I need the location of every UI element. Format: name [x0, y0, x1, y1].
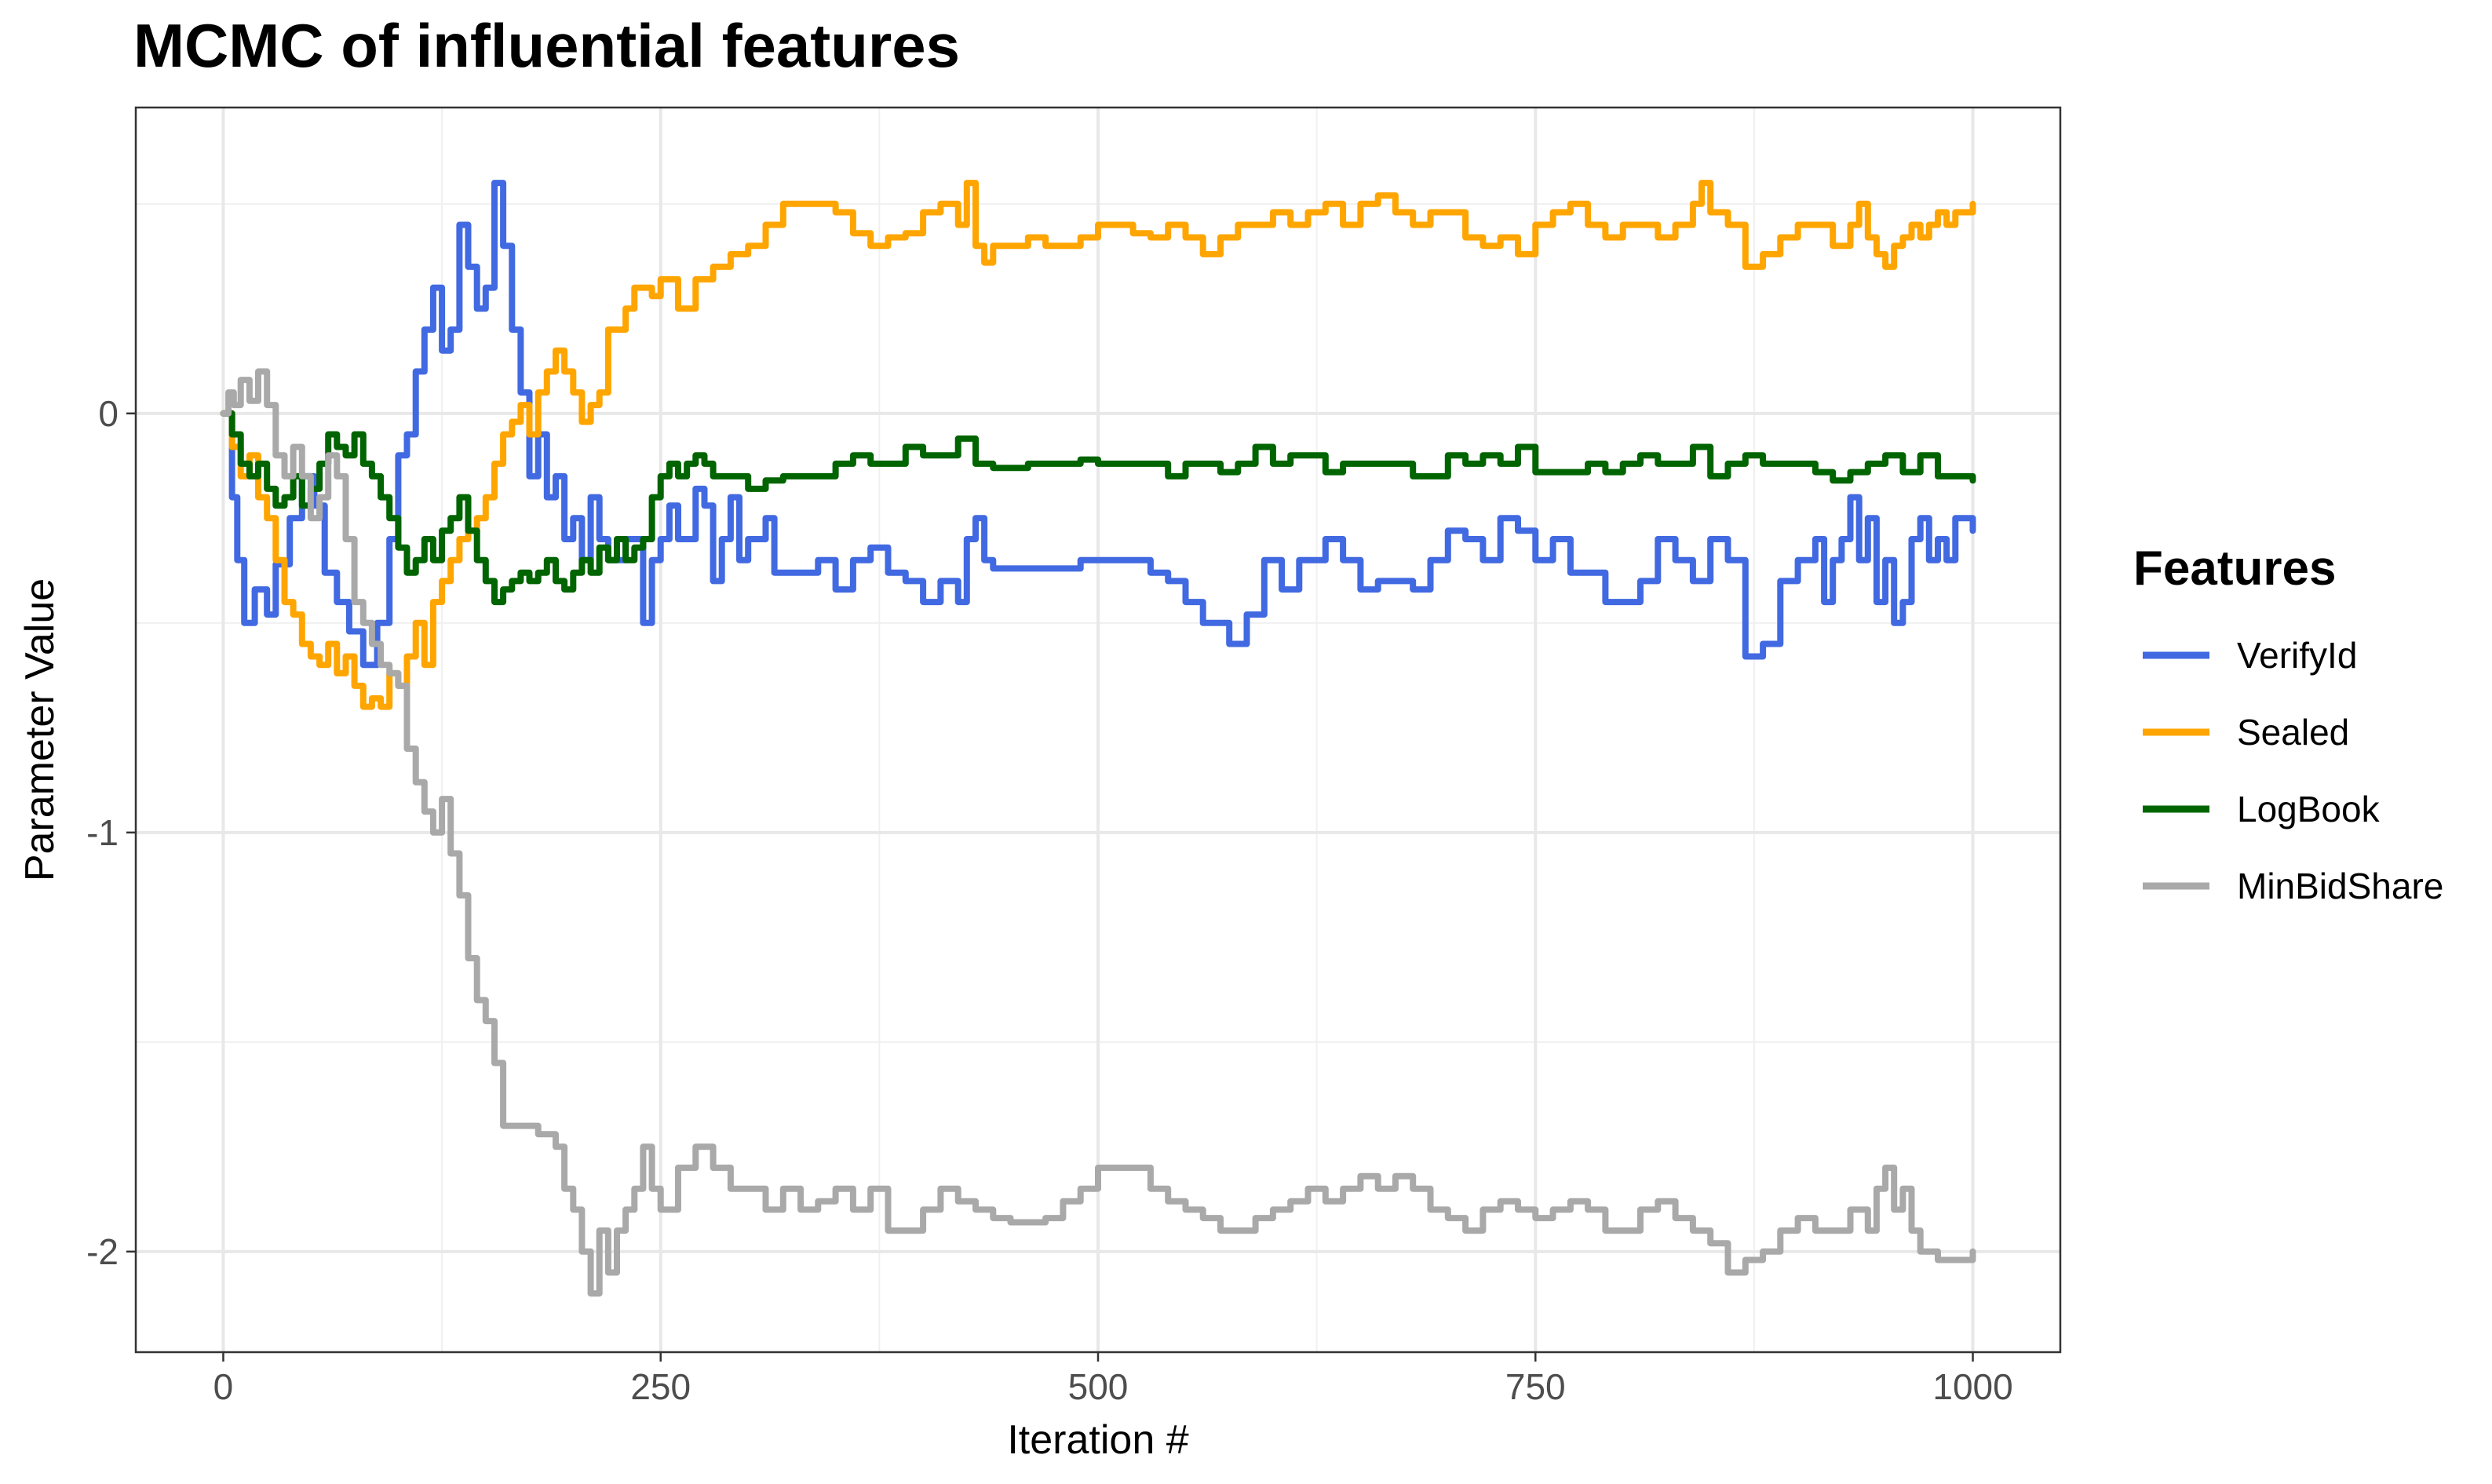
y-tick-label: 0 [98, 393, 119, 434]
x-tick-label: 0 [213, 1366, 234, 1407]
legend-label-logbook: LogBook [2237, 789, 2381, 830]
x-tick-label: 750 [1505, 1366, 1566, 1407]
series-line-verifyid [220, 180, 1976, 669]
legend-title: Features [2133, 541, 2336, 596]
x-tick-label: 250 [630, 1366, 691, 1407]
legend-label-sealed: Sealed [2237, 712, 2349, 753]
legend-label-minbidshare: MinBidShare [2237, 866, 2443, 906]
chart-title: MCMC of influential features [133, 11, 960, 80]
series-layer [220, 180, 1976, 1297]
y-tick-label: -2 [86, 1231, 119, 1272]
legend-label-verifyid: VerifyId [2237, 635, 2357, 676]
x-axis-label: Iteration # [1007, 1417, 1188, 1463]
y-axis-label: Parameter Value [17, 578, 63, 881]
y-tick-label: -1 [86, 812, 119, 853]
grid-layer [136, 108, 2060, 1352]
x-tick-label: 500 [1068, 1366, 1129, 1407]
series-line-sealed [220, 180, 1976, 710]
series-line-logbook [220, 410, 1976, 606]
series-line-minbidshare [220, 368, 1976, 1297]
x-tick-label: 1000 [1932, 1366, 2012, 1407]
ticks-layer: 0 250 500 750 1000 -2 -1 0 [86, 393, 2013, 1407]
legend: Features VerifyId Sealed LogBook MinBidShar… [2133, 541, 2443, 906]
